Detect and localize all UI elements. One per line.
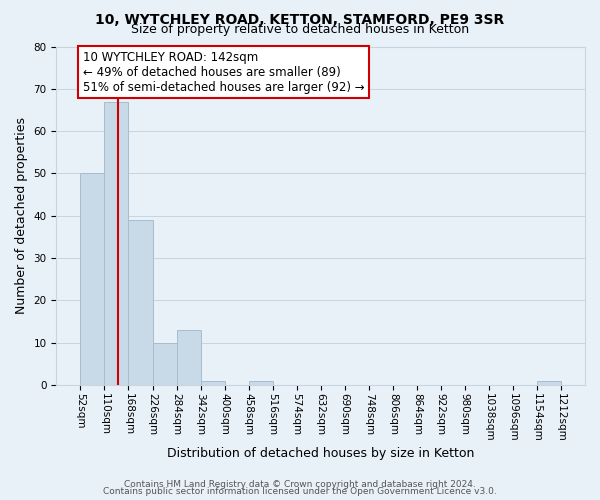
Text: 10, WYTCHLEY ROAD, KETTON, STAMFORD, PE9 3SR: 10, WYTCHLEY ROAD, KETTON, STAMFORD, PE9…: [95, 12, 505, 26]
Bar: [176, 330, 200, 385]
X-axis label: Distribution of detached houses by size in Ketton: Distribution of detached houses by size …: [167, 447, 475, 460]
Text: 10 WYTCHLEY ROAD: 142sqm
← 49% of detached houses are smaller (89)
51% of semi-d: 10 WYTCHLEY ROAD: 142sqm ← 49% of detach…: [83, 50, 365, 94]
Bar: [248, 381, 272, 385]
Bar: [128, 220, 152, 385]
Bar: [152, 342, 176, 385]
Text: Contains HM Land Registry data © Crown copyright and database right 2024.: Contains HM Land Registry data © Crown c…: [124, 480, 476, 489]
Bar: [200, 381, 224, 385]
Bar: [537, 381, 561, 385]
Text: Size of property relative to detached houses in Ketton: Size of property relative to detached ho…: [131, 22, 469, 36]
Text: Contains public sector information licensed under the Open Government Licence v3: Contains public sector information licen…: [103, 487, 497, 496]
Bar: [104, 102, 128, 385]
Y-axis label: Number of detached properties: Number of detached properties: [15, 118, 28, 314]
Bar: [80, 174, 104, 385]
